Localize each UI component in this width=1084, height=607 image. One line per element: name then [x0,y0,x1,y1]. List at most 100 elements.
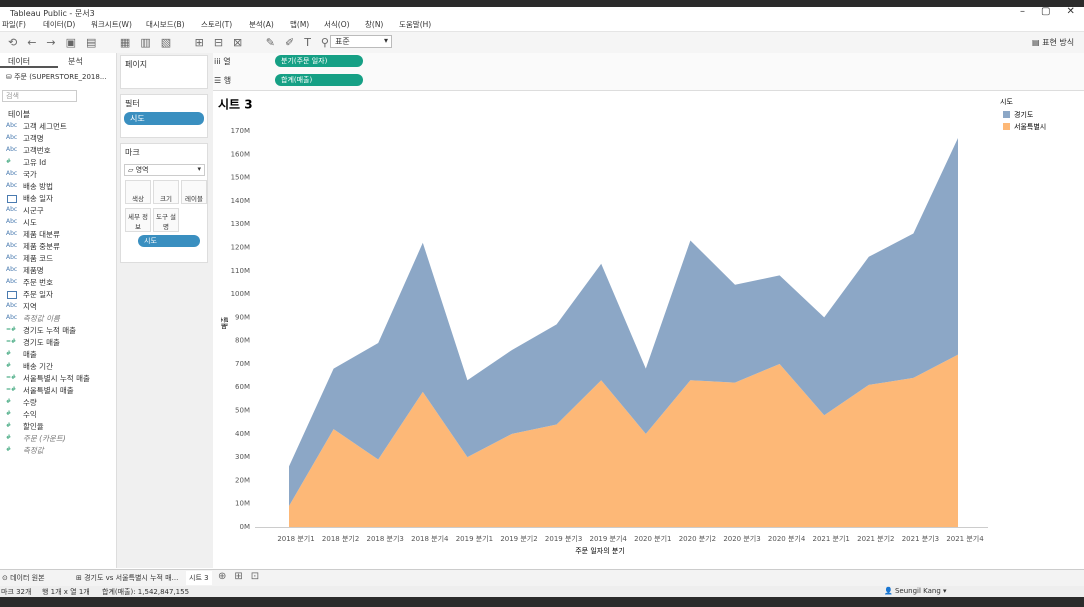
mark-button[interactable]: 세부 정보 [125,208,151,232]
tab-dashboard-label: 경기도 vs 서울특별시 누적 매... [84,574,179,582]
filters-title: 필터 [125,99,140,108]
field-name[interactable]: 측정값 [23,446,44,455]
y-tick-label: 0M [240,523,251,531]
marks-card: 마크 ▱ 영역 ▾ 색상 크기 레이블 세부 정보 도구 설명 시도 [120,143,208,263]
sheet-title: 시트 3 [218,98,253,112]
field-name[interactable]: 고유 Id [23,158,47,167]
field-icon: =# [6,326,17,333]
status-user[interactable]: 👤 Seungil Kang ▾ [884,587,947,595]
x-tick-label: 2021 분기3 [902,534,939,543]
mark-type[interactable]: ▱ 영역 ▾ [124,164,205,176]
menu-item[interactable]: 창(N) [365,20,384,29]
tab-dashboard[interactable]: ⊞ 경기도 vs 서울특별시 누적 매... [76,574,179,582]
pages-title: 페이지 [125,60,148,69]
data-source[interactable]: ⛁ 주문 (SUPERSTORE_2018... [6,73,107,81]
rows-shelf: ☰ 행 [214,76,232,85]
x-tick-label: 2018 분기3 [367,534,404,543]
field-icon: Abc [6,206,18,213]
y-tick-label: 20M [235,476,250,484]
x-tick-label: 2020 분기1 [634,534,671,543]
status-marks: 마크 32개 [1,588,32,596]
field-name[interactable]: 경기도 누적 매출 [23,326,77,335]
y-tick-label: 70M [235,360,250,368]
x-tick-label: 2020 분기4 [768,534,806,543]
field-name[interactable]: 주문 일자 [23,290,53,299]
menu-item[interactable]: 파일(F) [2,20,26,29]
menu-item[interactable]: 데이터(D) [43,20,76,29]
fit-label: 표준 [335,37,350,46]
chart: 시트 3 시도 주문 일자의 분기 매출 0M 10M 20M 30M 40M 50M 60… [213,92,1084,568]
toolbar-icons[interactable]: ⟲←→▣▤ ▦▥▧ ⊞⊟⊠ ✎✐T⚲ [8,36,339,49]
field-name[interactable]: 경기도 매출 [23,338,60,347]
menu-item[interactable]: 대시보드(B) [146,20,185,29]
x-tick-label: 2018 분기4 [411,534,449,543]
field-name[interactable]: 수익 [23,410,37,419]
columns-label: 열 [223,57,231,66]
menu-item[interactable]: 워크시트(W) [91,20,132,29]
mark-button[interactable]: 크기 [153,180,179,204]
color-pill[interactable]: 시도 [138,235,200,247]
field-name[interactable]: 배송 기간 [23,362,53,371]
field-icon: Abc [6,254,18,261]
y-tick-label: 90M [235,313,250,321]
filter-pill[interactable]: 시도 [124,112,204,125]
field-name[interactable]: 지역 [23,302,37,311]
field-icon: # [6,422,12,429]
x-tick-label: 2019 분기1 [456,534,493,543]
date-icon [7,291,17,299]
pages-card: 페이지 [120,55,208,89]
field-name[interactable]: 시도 [23,218,37,227]
show-me[interactable]: ▤ 표현 방식 [1032,38,1075,47]
field-name[interactable]: 할인율 [23,422,44,431]
field-name[interactable]: 주문 번호 [23,278,53,287]
field-icon: # [6,350,12,357]
menu-item[interactable]: 분석(A) [249,20,274,29]
y-tick-label: 80M [235,337,250,345]
y-tick-label: 120M [231,243,250,251]
tab-datasource[interactable]: ⊙ 데이터 원본 [2,574,45,582]
field-name[interactable]: 고객명 [23,134,44,143]
field-name[interactable]: 측정값 이름 [23,314,60,323]
legend-title: 시도 [1000,98,1013,106]
field-icon: Abc [6,122,18,129]
y-axis-title: 매출 [220,316,229,329]
x-tick-label: 2019 분기2 [500,534,537,543]
menu-item[interactable]: 스토리(T) [201,20,233,29]
field-name[interactable]: 고객 세그먼트 [23,122,67,131]
field-name[interactable]: 주문 (카운트) [23,434,66,443]
window-controls[interactable]: –▢✕ [1020,6,1084,17]
field-name[interactable]: 국가 [23,170,37,179]
window-title: Tableau Public - 문서3 [10,9,95,18]
menu-item[interactable]: 도움말(H) [399,20,432,29]
field-name[interactable]: 제품 대분류 [23,230,60,239]
field-name[interactable]: 서울특별시 누적 매출 [23,374,90,383]
menu-item[interactable]: 서식(O) [324,20,350,29]
field-name[interactable]: 배송 방법 [23,182,53,191]
field-icon: Abc [6,170,18,177]
field-name[interactable]: 수량 [23,398,37,407]
rows-label: 행 [223,76,232,85]
menu-item[interactable]: 맵(M) [290,20,310,29]
data-tab[interactable]: 데이터 [8,57,31,66]
mark-button[interactable]: 도구 설명 [153,208,179,232]
analysis-tab[interactable]: 분석 [68,57,83,66]
field-name[interactable]: 고객번호 [23,146,51,155]
new-tab-icons[interactable]: ⊕⊞⊡ [218,571,268,582]
field-name[interactable]: 서울특별시 매출 [23,386,74,395]
columns-pill[interactable]: 분기(주문 일자) [275,55,363,67]
field-name[interactable]: 매출 [23,350,37,359]
field-name[interactable]: 배송 일자 [23,194,53,203]
y-tick-label: 160M [231,150,250,158]
field-name[interactable]: 제품 코드 [23,254,53,263]
x-tick-label: 2021 분기1 [813,534,850,543]
field-name[interactable]: 시군구 [23,206,44,215]
mark-button[interactable]: 색상 [125,180,151,204]
fit-dropdown[interactable]: 표준 ▾ [330,35,392,48]
field-name[interactable]: 제품 중분류 [23,242,60,251]
rows-pill[interactable]: 합계(매출) [275,74,363,86]
tab-sheet[interactable]: 시트 3 [186,571,212,585]
mark-button[interactable]: 레이블 [181,180,207,204]
search-box[interactable]: 검색 [2,90,77,102]
field-icon: Abc [6,230,18,237]
field-name[interactable]: 제품명 [23,266,44,275]
